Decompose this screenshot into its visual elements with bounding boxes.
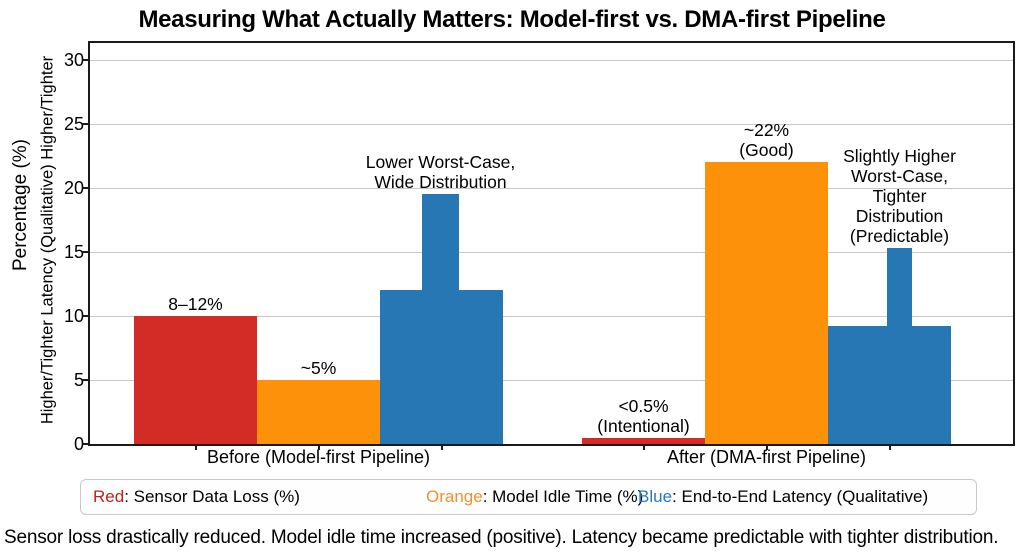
gridline-15 [90,252,1013,253]
y-tick-mark-25 [82,123,89,125]
bar-sensor-data-loss-before [134,316,257,444]
x-tick-mark-sensor-data-loss-before [194,445,197,450]
x-tick-mark-end-to-end-latency-before [440,445,443,450]
legend-item-blue: Blue: End-to-End Latency (Qualitative) [638,480,928,514]
y-tick-label-10: 10 [63,306,84,326]
legend-text: : End-to-End Latency (Qualitative) [672,487,929,506]
y-axis-label-outer: Percentage (%) [10,138,31,272]
y-tick-label-0: 0 [73,434,84,454]
legend-keyword-blue: Blue [638,487,673,506]
y-tick-label-25: 25 [63,114,84,134]
legend-text: : Model Idle Time (%) [482,487,644,506]
y-tick-mark-0 [82,443,89,445]
y-tick-mark-5 [82,379,89,381]
bar-model-idle-time-before [257,380,380,444]
y-tick-mark-20 [82,187,89,189]
x-category-label-before: Before (Model-first Pipeline) [206,447,431,467]
y-tick-mark-10 [82,315,89,317]
x-tick-mark-end-to-end-latency-after [888,445,891,450]
annotation-model-idle-time-before: ~5% [300,358,337,378]
y-tick-label-20: 20 [63,178,84,198]
y-tick-label-5: 5 [73,370,84,390]
y-tick-label-30: 30 [63,50,84,70]
chart-title: Measuring What Actually Matters: Model-f… [138,6,886,33]
bar-end-to-end-latency-spike-after [887,248,912,444]
gridline-25 [90,124,1013,125]
plot-area [90,43,1013,444]
x-tick-mark-sensor-data-loss-after [642,445,645,450]
annotation-end-to-end-latency-before: Lower Worst-Case, Wide Distribution [365,152,516,193]
annotation-sensor-data-loss-after: <0.5% (Intentional) [597,395,690,436]
gridline-30 [90,60,1013,61]
bar-end-to-end-latency-spike-before [422,194,459,444]
y-tick-mark-15 [82,251,89,253]
gridline-10 [90,316,1013,317]
annotation-end-to-end-latency-after: Slightly Higher Worst-Case, Tighter Dist… [843,146,956,247]
legend-keyword-red: Red [93,487,125,506]
x-tick-mark-model-idle-time-before [317,445,320,450]
legend-item-red: Red: Sensor Data Loss (%) [93,480,300,514]
x-category-label-after: After (DMA-first Pipeline) [666,447,867,467]
legend-keyword-orange: Orange [426,487,483,506]
gridline-20 [90,188,1013,189]
bar-model-idle-time-after [705,162,828,444]
annotation-model-idle-time-after: ~22% (Good) [739,120,794,161]
gridline-5 [90,380,1013,381]
legend-item-orange: Orange: Model Idle Time (%) [426,480,643,514]
bar-sensor-data-loss-after [582,437,705,444]
y-tick-label-15: 15 [63,242,84,262]
y-tick-mark-30 [82,59,89,61]
legend-text: : Sensor Data Loss (%) [124,487,300,506]
annotation-sensor-data-loss-before: 8–12% [168,294,223,314]
x-tick-mark-model-idle-time-after [765,445,768,450]
caption: Sensor loss drastically reduced. Model i… [4,527,999,548]
legend: Red: Sensor Data Loss (%) Orange: Model I… [80,479,977,515]
